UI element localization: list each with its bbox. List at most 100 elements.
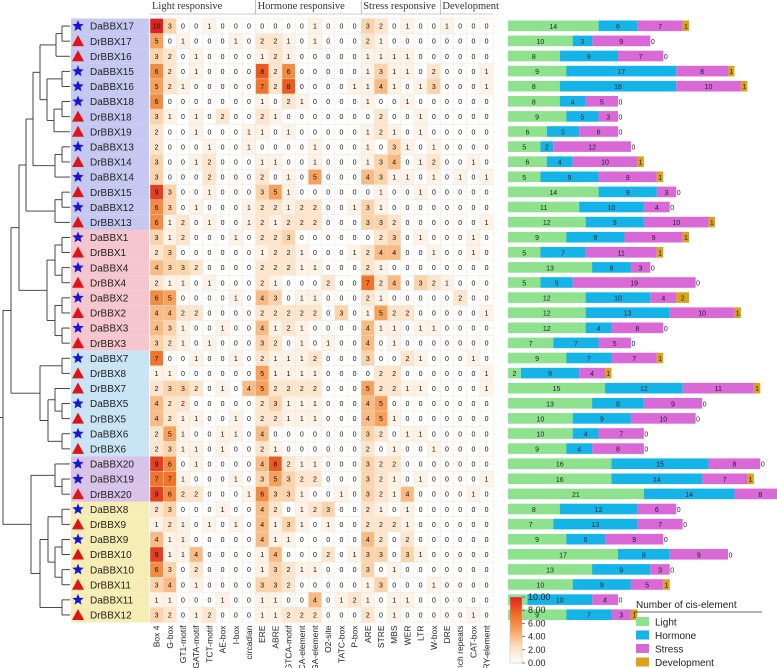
bar-segment bbox=[508, 609, 567, 620]
heatmap-cell-value: 3 bbox=[326, 507, 330, 514]
legend-label: Hormone bbox=[655, 631, 697, 642]
bar-value: 5 bbox=[555, 281, 559, 288]
heatmap-cell-value: 0 bbox=[207, 567, 211, 574]
heatmap-cell-value: 1 bbox=[287, 416, 291, 423]
heatmap-cell-value: 0 bbox=[485, 159, 489, 166]
heatmap-cell-value: 0 bbox=[353, 567, 357, 574]
bar-value: 0 bbox=[664, 537, 668, 544]
heatmap-cell-value: 0 bbox=[353, 295, 357, 302]
heatmap-cell-value: 0 bbox=[405, 371, 409, 378]
bar-value: 3 bbox=[639, 265, 643, 272]
heatmap-cell-value: 1 bbox=[181, 431, 185, 438]
heatmap-cell-value: 0 bbox=[221, 582, 225, 589]
heatmap-cell-value: 5 bbox=[366, 386, 370, 393]
bar-segment bbox=[592, 594, 618, 605]
heatmap-cell-value: 1 bbox=[247, 492, 251, 499]
bar-value: 7 bbox=[658, 522, 662, 529]
bar-segment bbox=[572, 579, 631, 590]
heatmap-cell-value: 0 bbox=[471, 99, 475, 106]
heatmap-cell-value: 0 bbox=[234, 280, 238, 287]
heatmap-cell-value: 0 bbox=[339, 175, 343, 182]
bar-value: 10 bbox=[601, 160, 609, 167]
heatmap-cell-value: 0 bbox=[194, 39, 198, 46]
star-icon bbox=[72, 65, 84, 77]
heatmap-cell-value: 0 bbox=[313, 522, 317, 529]
heatmap-cell-value: 0 bbox=[353, 24, 357, 31]
heatmap-cell-value: 0 bbox=[194, 522, 198, 529]
heatmap-cell-value: 1 bbox=[181, 552, 185, 559]
heatmap-cell-value: 3 bbox=[366, 431, 370, 438]
heatmap-cell-value: 0 bbox=[366, 190, 370, 197]
heatmap-cell-value: 1 bbox=[247, 129, 251, 136]
heatmap-cell-value: 5 bbox=[155, 39, 159, 46]
gene-label: DaBBX13 bbox=[90, 142, 134, 153]
heatmap-cell-value: 0 bbox=[405, 265, 409, 272]
heatmap-cell-value: 8 bbox=[273, 461, 277, 468]
heatmap-cell-value: 0 bbox=[247, 537, 251, 544]
heatmap-cell-value: 3 bbox=[260, 190, 264, 197]
star-icon bbox=[72, 201, 84, 213]
heatmap-cell-value: 0 bbox=[194, 477, 198, 484]
heatmap-cell-value: 0 bbox=[313, 84, 317, 91]
heatmap-cell-value: 0 bbox=[419, 295, 423, 302]
heatmap-cell-value: 3 bbox=[432, 84, 436, 91]
heatmap-cell-value: 0 bbox=[471, 144, 475, 151]
bar-value: 8 bbox=[532, 54, 536, 61]
heatmap-cell-value: 0 bbox=[366, 235, 370, 242]
heatmap-cell-value: 0 bbox=[485, 356, 489, 363]
heatmap-cell-value: 0 bbox=[485, 522, 489, 529]
heatmap-cell-value: 0 bbox=[458, 416, 462, 423]
heatmap-cell-value: 0 bbox=[432, 477, 436, 484]
bar-value: 0 bbox=[761, 462, 765, 469]
gene-label: DaBBX18 bbox=[90, 97, 134, 108]
heatmap-cell-value: 2 bbox=[366, 612, 370, 619]
heatmap-cell-value: 0 bbox=[445, 567, 449, 574]
bar-value: 7 bbox=[723, 477, 727, 484]
heatmap-cell-value: 5 bbox=[379, 416, 383, 423]
bar-value: 0 bbox=[696, 281, 700, 288]
bar-segment bbox=[520, 367, 580, 379]
bar-segment bbox=[585, 292, 651, 303]
heatmap-cell-value: 0 bbox=[458, 190, 462, 197]
heatmap-cell-value: 0 bbox=[485, 39, 489, 46]
bar-value: 1 bbox=[658, 175, 662, 182]
heatmap-cell-value: 0 bbox=[445, 477, 449, 484]
bar-segment bbox=[708, 458, 761, 469]
heatmap-cell-value: 1 bbox=[287, 371, 291, 378]
phylogenetic-tree bbox=[0, 25, 70, 616]
heatmap-cell-value: 0 bbox=[221, 190, 225, 197]
bar-segment bbox=[546, 156, 573, 167]
heatmap-cell-value: 0 bbox=[353, 477, 357, 484]
gene-label: DrBBX6 bbox=[90, 444, 127, 455]
heatmap-cell-value: 1 bbox=[419, 235, 423, 242]
heatmap-cell-value: 2 bbox=[260, 356, 264, 363]
gene-label-bg bbox=[71, 275, 149, 291]
heatmap-cell-value: 0 bbox=[194, 235, 198, 242]
heatmap-cell-value: 1 bbox=[287, 537, 291, 544]
heatmap-cell-value: 3 bbox=[168, 446, 172, 453]
heatmap-cell-value: 0 bbox=[339, 69, 343, 76]
bar-value: 7 bbox=[587, 613, 591, 620]
heatmap-cell-value: 1 bbox=[313, 416, 317, 423]
heatmap-cell-value: 0 bbox=[207, 114, 211, 121]
heatmap-cell-value: 4 bbox=[155, 326, 159, 333]
heatmap-cell-value: 4 bbox=[168, 582, 172, 589]
heatmap-cell-value: 0 bbox=[168, 159, 172, 166]
gene-label: DrBBX20 bbox=[90, 490, 132, 501]
gene-label-bg bbox=[71, 184, 149, 200]
heatmap-cell-value: 0 bbox=[419, 416, 423, 423]
heatmap-cell-value: 0 bbox=[207, 431, 211, 438]
heatmap-cell-value: 0 bbox=[181, 295, 185, 302]
bar-value: 9 bbox=[626, 175, 630, 182]
heatmap-cell-value: 1 bbox=[181, 39, 185, 46]
heatmap-cell-value: 1 bbox=[432, 250, 436, 257]
heatmap-cell-value: 0 bbox=[445, 235, 449, 242]
heatmap-cell-value: 0 bbox=[221, 461, 225, 468]
gene-label-bg bbox=[71, 33, 149, 49]
heatmap-cell-value: 0 bbox=[339, 250, 343, 257]
bar-segment bbox=[605, 382, 683, 394]
heatmap-cell-value: 2 bbox=[300, 612, 304, 619]
heatmap-cell-value: 2 bbox=[155, 386, 159, 393]
heatmap-cell-value: 4 bbox=[366, 341, 370, 348]
heatmap-cell-value: 0 bbox=[339, 280, 343, 287]
